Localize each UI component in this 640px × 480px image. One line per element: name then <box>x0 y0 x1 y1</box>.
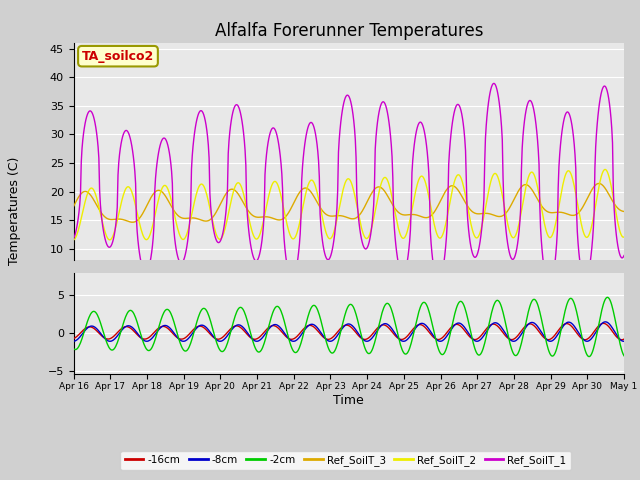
Title: Alfalfa Forerunner Temperatures: Alfalfa Forerunner Temperatures <box>214 22 483 40</box>
Legend: -16cm, -8cm, -2cm, Ref_SoilT_3, Ref_SoilT_2, Ref_SoilT_1: -16cm, -8cm, -2cm, Ref_SoilT_3, Ref_Soil… <box>120 451 571 470</box>
Text: TA_soilco2: TA_soilco2 <box>82 50 154 63</box>
X-axis label: Time: Time <box>333 394 364 407</box>
Text: Temperatures (C): Temperatures (C) <box>8 157 20 265</box>
